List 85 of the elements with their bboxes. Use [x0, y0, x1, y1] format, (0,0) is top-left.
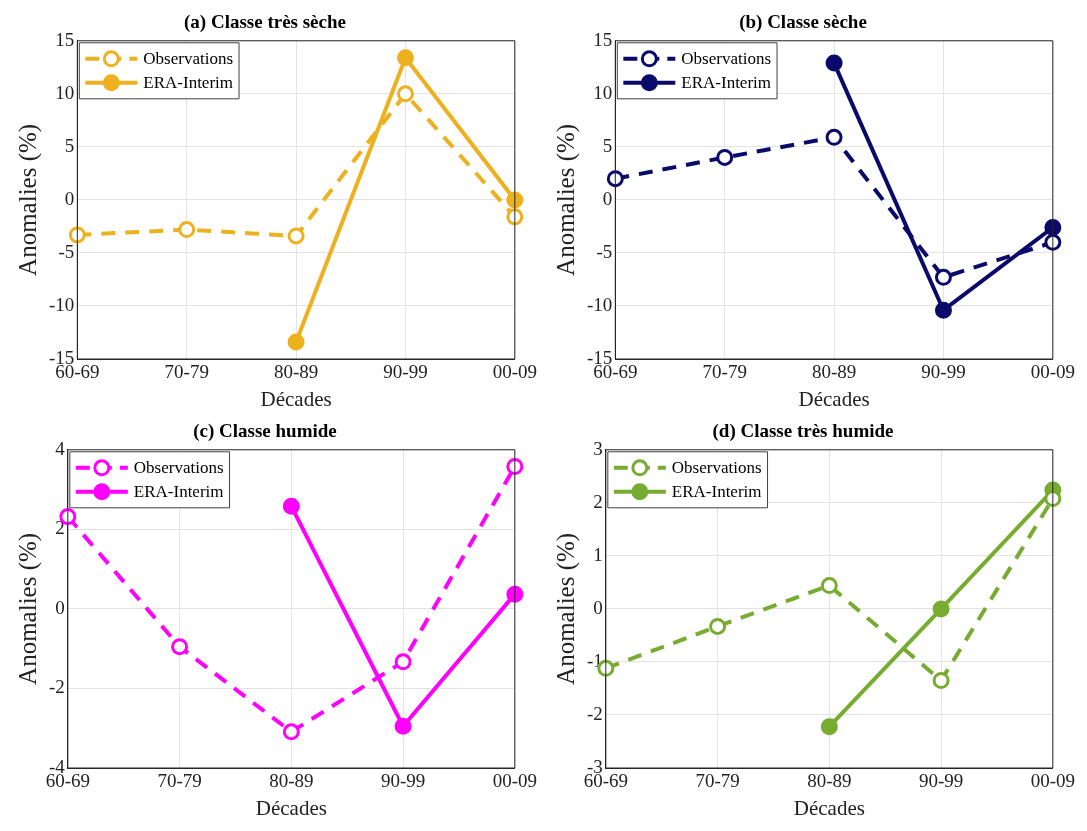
x-axis-title: Décades	[793, 795, 865, 820]
x-tick-label: 90-99	[921, 361, 966, 383]
y-tick-label: 0	[55, 596, 65, 618]
y-tick-label: -10	[587, 293, 613, 315]
y-tick-label: 10	[593, 81, 613, 103]
point	[825, 54, 843, 72]
point	[178, 221, 196, 239]
y-tick-label: 0	[64, 187, 75, 209]
y-tick-label: 15	[593, 28, 613, 50]
point	[506, 208, 524, 226]
point	[934, 301, 952, 319]
y-tick-label: -5	[58, 240, 75, 262]
point	[606, 170, 624, 188]
x-tick-label: 70-79	[695, 770, 740, 792]
y-axis-title: Anomalies (%)	[551, 123, 580, 276]
chart-title: (a) Classe très sèche	[184, 11, 346, 34]
x-tick-label: 90-99	[383, 361, 428, 383]
point	[396, 49, 414, 67]
point	[1044, 233, 1062, 251]
x-tick-label: 00-09	[492, 770, 537, 792]
x-tick-label: 90-99	[918, 770, 964, 792]
point	[506, 191, 524, 209]
x-tick-label: 80-89	[807, 770, 852, 792]
point	[171, 638, 189, 656]
y-tick-label: 5	[64, 134, 75, 156]
x-tick-label: 80-89	[269, 770, 314, 792]
point	[820, 577, 838, 595]
y-tick-label: 4	[55, 437, 66, 459]
point	[287, 227, 305, 245]
y-tick-label: 3	[593, 437, 603, 459]
point	[716, 148, 734, 166]
point	[934, 268, 952, 286]
legend-label: ERA-Interim	[143, 73, 234, 93]
chart-title: (c) Classe humide	[193, 420, 337, 443]
x-axis-title: Décades	[255, 795, 327, 820]
legend-label: ERA-Interim	[671, 482, 762, 502]
x-tick-label: 70-79	[164, 361, 209, 383]
legend-label: Observations	[671, 458, 762, 478]
legend-label: ERA-Interim	[681, 73, 772, 93]
legend-label: Observations	[681, 49, 772, 69]
y-tick-label: 5	[602, 134, 613, 156]
y-axis-title: Anomalies (%)	[551, 532, 580, 685]
y-tick-label: 1	[593, 543, 603, 565]
y-axis-title: Anomalies (%)	[13, 123, 42, 276]
y-tick-label: -10	[49, 293, 75, 315]
legend-label: Observations	[143, 49, 234, 69]
point	[820, 718, 838, 736]
x-tick-label: 00-09	[1030, 770, 1075, 792]
chart-title: (b) Classe sèche	[739, 11, 867, 34]
x-tick-label: 80-89	[811, 361, 857, 383]
x-tick-label: 70-79	[702, 361, 747, 383]
legend-label: Observations	[133, 458, 224, 478]
point	[396, 85, 414, 103]
point	[932, 672, 950, 689]
y-tick-label: 0	[593, 596, 603, 618]
y-tick-label: -2	[587, 702, 603, 724]
y-tick-label: 0	[602, 187, 613, 209]
point	[506, 458, 524, 476]
point	[825, 128, 843, 146]
y-tick-label: -2	[49, 676, 65, 698]
y-tick-label: 2	[55, 517, 65, 539]
x-axis-title: Décades	[260, 386, 332, 411]
y-tick-label: -5	[596, 240, 613, 262]
point	[394, 717, 412, 735]
point	[68, 226, 86, 244]
point	[506, 585, 524, 603]
chart-title: (d) Classe très humide	[712, 420, 894, 443]
point	[709, 617, 727, 635]
x-tick-label: 70-79	[157, 770, 202, 792]
x-tick-label: 90-99	[380, 770, 426, 792]
y-tick-label: 15	[55, 28, 75, 50]
point	[282, 497, 300, 515]
point	[597, 659, 615, 677]
x-tick-label: 00-09	[492, 361, 537, 383]
x-axis-title: Décades	[798, 386, 870, 411]
point	[287, 333, 305, 351]
point	[282, 723, 300, 741]
y-axis-title: Anomalies (%)	[13, 532, 42, 685]
legend-label: ERA-Interim	[133, 482, 224, 502]
point	[394, 653, 412, 671]
y-tick-label: 2	[593, 490, 603, 512]
x-tick-label: 80-89	[273, 361, 319, 383]
point	[932, 600, 950, 618]
y-tick-label: 10	[55, 81, 75, 103]
x-tick-label: 00-09	[1030, 361, 1075, 383]
